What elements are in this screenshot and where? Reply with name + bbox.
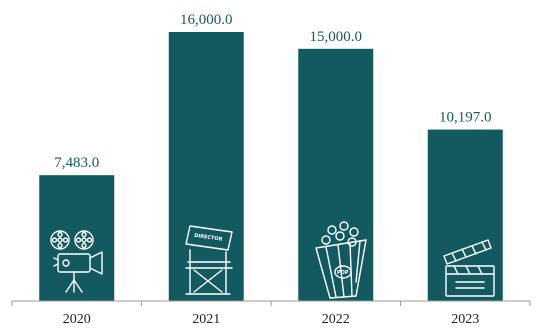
director-chair-icon: DIRECTOR (185, 225, 233, 295)
x-tick-label-2022: 2022 (322, 312, 350, 327)
popcorn-icon: POP (315, 221, 367, 299)
popcorn-label: POP (337, 270, 349, 276)
x-ticks-group (11, 301, 531, 306)
x-tick-label-2021: 2021 (192, 312, 220, 327)
bars-group (39, 32, 503, 301)
data-labels-group: 7,483.0 16,000.0 15,000.0 10,197.0 (54, 12, 491, 171)
clapperboard-icon (443, 239, 495, 297)
bar-2022 (298, 48, 374, 301)
x-tick-label-2023: 2023 (451, 312, 479, 327)
film-projector-icon (50, 230, 103, 293)
data-label-2020: 7,483.0 (54, 155, 99, 171)
data-label-2022: 15,000.0 (310, 29, 363, 45)
data-label-2021: 16,000.0 (180, 12, 233, 28)
director-chair-label: DIRECTOR (194, 233, 223, 243)
bar-2021 (168, 32, 244, 301)
x-tick-labels-group: 2020 2021 2022 2023 (63, 312, 480, 327)
data-label-2023: 10,197.0 (439, 110, 492, 126)
bar-2023 (427, 129, 503, 301)
x-tick-label-2020: 2020 (63, 312, 91, 327)
